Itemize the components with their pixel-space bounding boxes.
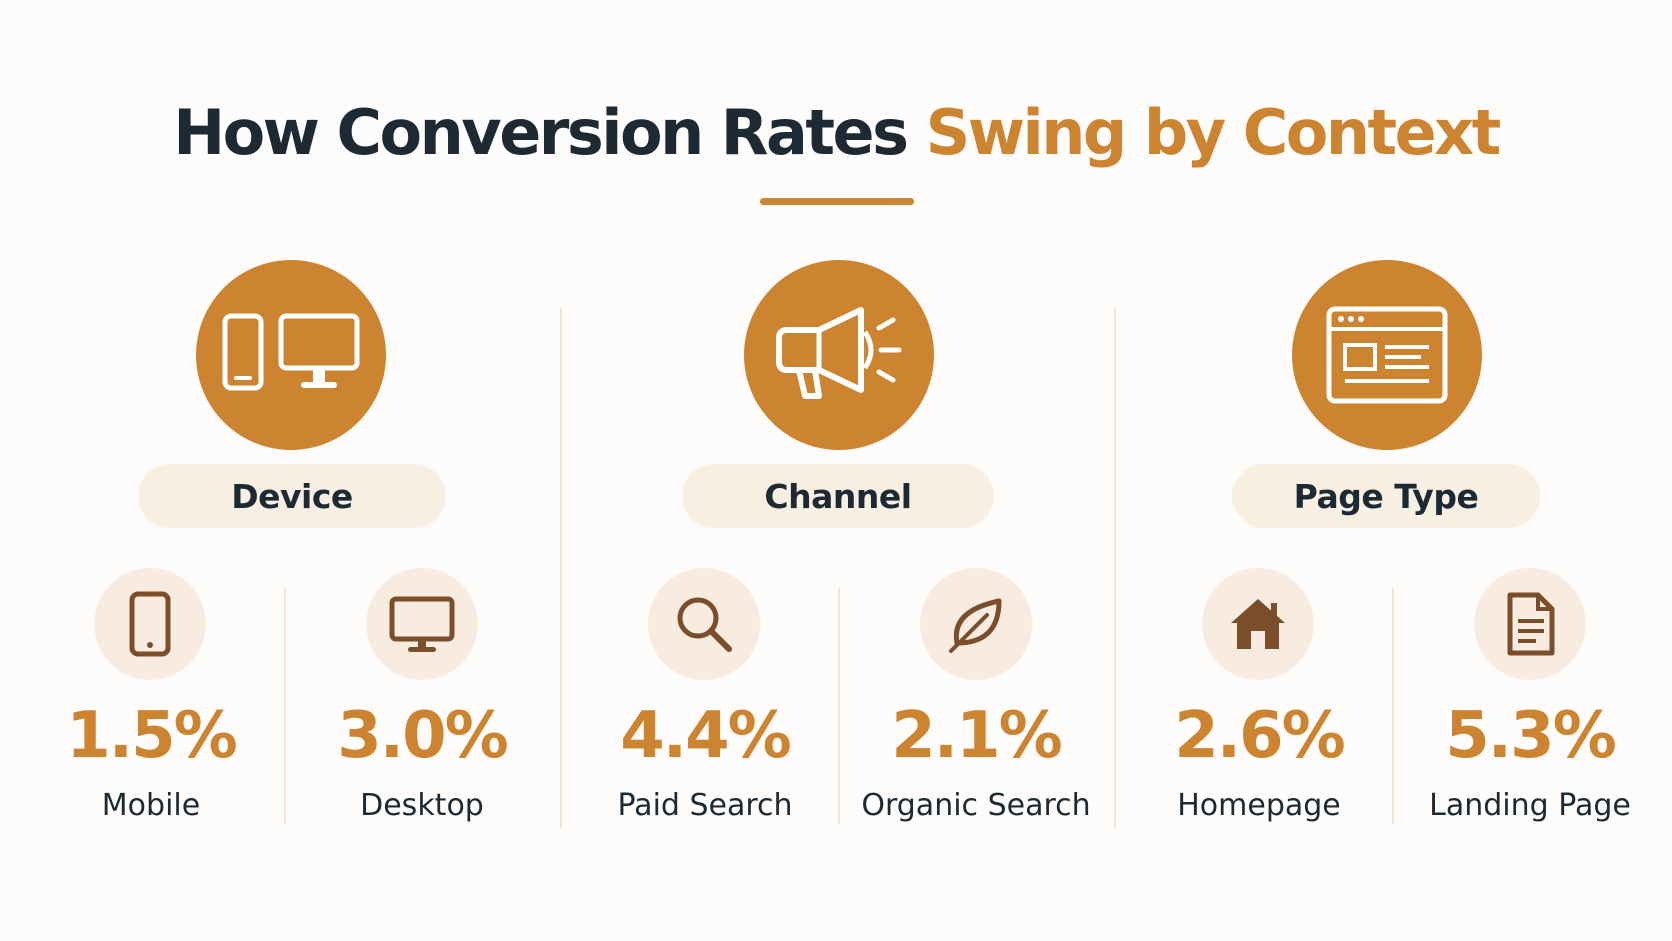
page-title: How Conversion Rates Swing by Context — [0, 88, 1672, 178]
item-divider — [1392, 588, 1394, 824]
leaf-icon — [949, 598, 1002, 653]
document-icon — [1507, 592, 1555, 656]
monitor-icon — [389, 596, 455, 652]
megaphone-icon — [776, 307, 902, 399]
category-pill-page-type: Page Type — [1232, 464, 1540, 528]
item-icon-circle — [648, 568, 760, 680]
category-pill-channel: Channel — [682, 464, 994, 528]
metric-label: Desktop — [360, 788, 484, 823]
smartphone-icon — [129, 591, 171, 657]
column-divider — [560, 308, 562, 828]
metric-value: 5.3% — [1445, 699, 1617, 773]
item-icon-circle — [1474, 568, 1586, 680]
device-icon — [222, 313, 360, 391]
page-type-category-icon — [1292, 260, 1482, 450]
title-underline — [760, 198, 914, 205]
column-divider — [1114, 308, 1116, 828]
metric-value: 3.0% — [337, 699, 509, 773]
browser-window-icon — [1326, 306, 1448, 404]
metric-label: Homepage — [1177, 788, 1341, 823]
item-icon-circle — [366, 568, 478, 680]
device-category-icon — [196, 260, 386, 450]
metric-label: Paid Search — [617, 788, 793, 823]
search-icon — [677, 597, 732, 652]
item-icon-circle — [1202, 568, 1314, 680]
item-divider — [284, 588, 286, 824]
metric-value: 2.1% — [891, 699, 1063, 773]
metric-value: 4.4% — [620, 699, 792, 773]
home-icon — [1231, 599, 1285, 649]
item-icon-circle — [94, 568, 206, 680]
metric-label: Landing Page — [1429, 788, 1631, 823]
metric-label: Organic Search — [861, 788, 1091, 823]
metric-value: 1.5% — [66, 699, 238, 773]
category-pill-device: Device — [138, 464, 446, 528]
metric-value: 2.6% — [1174, 699, 1346, 773]
title-dark-part: How Conversion Rates — [173, 96, 909, 169]
title-accent-part: Swing by Context — [925, 96, 1502, 169]
item-icon-circle — [920, 568, 1032, 680]
item-divider — [838, 588, 840, 824]
channel-category-icon — [744, 260, 934, 450]
metric-label: Mobile — [101, 788, 201, 823]
